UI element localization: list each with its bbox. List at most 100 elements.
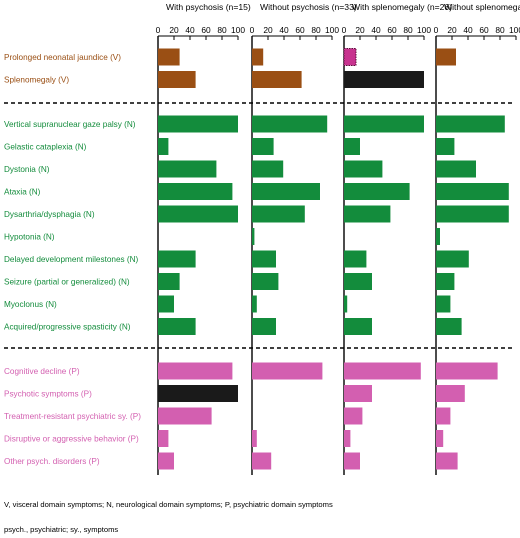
row-label: Dystonia (N) bbox=[4, 165, 50, 174]
bar bbox=[344, 295, 348, 313]
x-tick-label: 40 bbox=[185, 25, 195, 35]
bar bbox=[436, 228, 440, 245]
x-tick-label: 20 bbox=[169, 25, 179, 35]
row-label: Vertical supranuclear gaze palsy (N) bbox=[4, 120, 136, 129]
x-tick-label: 40 bbox=[279, 25, 289, 35]
row-labels: Prolonged neonatal jaundice (V) Splenomeg… bbox=[4, 53, 141, 466]
bar bbox=[252, 138, 274, 155]
x-tick-label: 80 bbox=[403, 25, 413, 35]
bar bbox=[436, 183, 509, 200]
x-tick-label: 100 bbox=[509, 25, 520, 35]
footnote-abbreviations: psych., psychiatric; sy., symptoms bbox=[4, 525, 119, 534]
bar bbox=[344, 205, 391, 223]
row-label: Seizure (partial or generalized) (N) bbox=[4, 278, 130, 287]
bar bbox=[343, 48, 357, 66]
x-tick-label: 100 bbox=[417, 25, 431, 35]
row-label: Delayed development milestones (N) bbox=[4, 255, 139, 264]
row-label: Hypotonia (N) bbox=[4, 233, 55, 242]
x-tick-label: 20 bbox=[447, 25, 457, 35]
bar bbox=[436, 385, 465, 402]
bar bbox=[252, 160, 284, 178]
bar bbox=[158, 430, 169, 447]
bar bbox=[158, 362, 233, 380]
x-tick-label: 20 bbox=[355, 25, 365, 35]
bar bbox=[436, 318, 462, 335]
bar bbox=[158, 160, 217, 178]
x-tick-label: 100 bbox=[325, 25, 339, 35]
x-tick-label: 80 bbox=[495, 25, 505, 35]
footnote-domains: V, visceral domain symptoms; N, neurolog… bbox=[4, 500, 333, 509]
row-label: Psychotic symptoms (P) bbox=[4, 390, 92, 399]
x-tick-label: 0 bbox=[156, 25, 161, 35]
bar bbox=[436, 205, 509, 223]
bar bbox=[344, 71, 424, 88]
panel-headers: With psychosis (n=15) Without psychosis (… bbox=[166, 2, 520, 12]
bar bbox=[252, 228, 255, 245]
bar bbox=[158, 385, 238, 402]
bar bbox=[158, 183, 233, 200]
bar bbox=[344, 362, 421, 380]
x-tick-label: 60 bbox=[201, 25, 211, 35]
bar bbox=[436, 295, 451, 313]
panel-title-1: With psychosis (n=15) bbox=[166, 2, 251, 12]
panel-title-2: Without psychosis (n=33) bbox=[260, 2, 357, 12]
bar bbox=[344, 430, 351, 447]
bar bbox=[436, 273, 455, 290]
panel-title-3: With splenomegaly (n=26) bbox=[352, 2, 452, 12]
row-label: Prolonged neonatal jaundice (V) bbox=[4, 53, 121, 62]
x-tick-label: 80 bbox=[311, 25, 321, 35]
group-separators bbox=[4, 102, 514, 349]
x-tick-label: 0 bbox=[342, 25, 347, 35]
x-tick-label: 60 bbox=[295, 25, 305, 35]
bar bbox=[436, 452, 458, 470]
bars bbox=[158, 48, 509, 470]
bar bbox=[158, 138, 169, 155]
bar bbox=[158, 407, 212, 425]
bar bbox=[344, 318, 372, 335]
panel-title-4: Without splenomegaly (n=22) bbox=[444, 2, 520, 12]
x-tick-label: 0 bbox=[250, 25, 255, 35]
row-label: Splenomegaly (V) bbox=[4, 76, 69, 85]
bar bbox=[344, 138, 360, 155]
bar bbox=[344, 273, 372, 290]
bar bbox=[158, 295, 174, 313]
bar bbox=[344, 183, 410, 200]
bar bbox=[252, 205, 305, 223]
x-tick-label: 60 bbox=[387, 25, 397, 35]
bar bbox=[436, 430, 444, 447]
bar bbox=[158, 452, 174, 470]
bar bbox=[436, 138, 455, 155]
bar bbox=[158, 71, 196, 88]
bar bbox=[344, 452, 360, 470]
row-label: Treatment-resistant psychiatric sy. (P) bbox=[4, 412, 141, 421]
bar bbox=[158, 318, 196, 335]
row-label: Ataxia (N) bbox=[4, 188, 41, 197]
bar bbox=[344, 407, 363, 425]
x-tick-label: 80 bbox=[217, 25, 227, 35]
row-label: Other psych. disorders (P) bbox=[4, 457, 100, 466]
bar bbox=[252, 318, 276, 335]
x-tick-label: 20 bbox=[263, 25, 273, 35]
bar bbox=[158, 273, 180, 290]
bar bbox=[252, 183, 320, 200]
bar bbox=[252, 295, 257, 313]
bar bbox=[252, 250, 276, 268]
bar bbox=[158, 115, 238, 133]
bar bbox=[252, 273, 279, 290]
bar bbox=[436, 160, 476, 178]
row-label: Myoclonus (N) bbox=[4, 300, 57, 309]
x-tick-label: 60 bbox=[479, 25, 489, 35]
bar bbox=[436, 48, 456, 66]
row-label: Disruptive or aggressive behavior (P) bbox=[4, 435, 139, 444]
x-tick-label: 100 bbox=[231, 25, 245, 35]
bar bbox=[436, 115, 505, 133]
bar bbox=[344, 160, 383, 178]
x-tick-label: 0 bbox=[434, 25, 439, 35]
bar bbox=[252, 71, 302, 88]
row-label: Cognitive decline (P) bbox=[4, 367, 80, 376]
bar bbox=[252, 48, 264, 66]
bar bbox=[158, 205, 238, 223]
bar bbox=[252, 430, 257, 447]
bar bbox=[252, 115, 328, 133]
